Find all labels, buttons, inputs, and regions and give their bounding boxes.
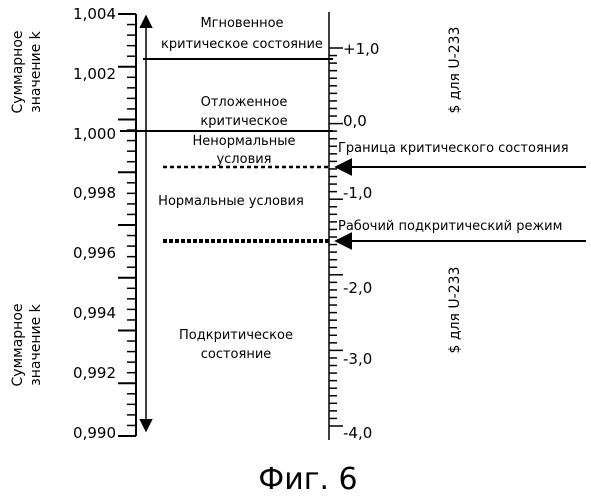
zone-normal: Нормальные условия — [158, 194, 304, 209]
left-tick-label: 1,002 — [73, 65, 116, 83]
right-axis-label-bottom: $ для U-233 — [447, 267, 463, 354]
left-axis-label-top-line2: значение k — [28, 30, 44, 112]
left-tick-labels: 1,004 1,002 1,000 0,998 0,996 0,994 0,99… — [73, 5, 116, 442]
zone-prompt-critical-line1: Мгновенное — [200, 16, 283, 31]
figure-caption: Фиг. 6 — [258, 462, 357, 497]
right-minor-ticks — [329, 48, 343, 426]
right-tick-label: 0,0 — [343, 112, 367, 130]
zone-abnormal-line1: Ненормальные — [193, 134, 296, 149]
left-tick-label: 1,004 — [73, 5, 116, 23]
left-tick-label: 0,994 — [73, 304, 116, 322]
left-tick-label: 0,996 — [73, 244, 116, 262]
left-tick-label: 0,990 — [73, 424, 116, 442]
zone-subcritical-line2: состояние — [201, 347, 272, 362]
left-axis-label-top-line1: Суммарное — [10, 31, 26, 114]
left-axis-label-bottom-line1: Суммарное — [10, 304, 26, 387]
right-tick-label: -2,0 — [343, 279, 372, 297]
right-tick-label: +1,0 — [343, 40, 379, 58]
left-axis-label-bottom-line2: значение k — [28, 303, 44, 385]
left-tick-label: 0,998 — [73, 184, 116, 202]
left-tick-label: 0,992 — [73, 364, 116, 382]
right-tick-label: -3,0 — [343, 350, 372, 368]
left-tick-label: 1,000 — [73, 125, 116, 143]
criticality-boundary-label: Граница критического состояния — [338, 141, 569, 156]
working-mode-label: Рабочий подкритический режим — [338, 219, 562, 234]
right-tick-label: -1,0 — [343, 184, 372, 202]
zone-delayed-critical-line1: Отложенное — [201, 95, 288, 110]
zone-delayed-critical-line2: критическое — [200, 114, 287, 129]
right-axis-label-top: $ для U-233 — [447, 27, 463, 114]
zone-subcritical-line1: Подкритическое — [179, 328, 293, 343]
zone-prompt-critical-line2: критическое состояние — [161, 37, 323, 52]
zone-abnormal-line2: условия — [216, 152, 271, 167]
right-tick-label: -4,0 — [343, 424, 372, 442]
